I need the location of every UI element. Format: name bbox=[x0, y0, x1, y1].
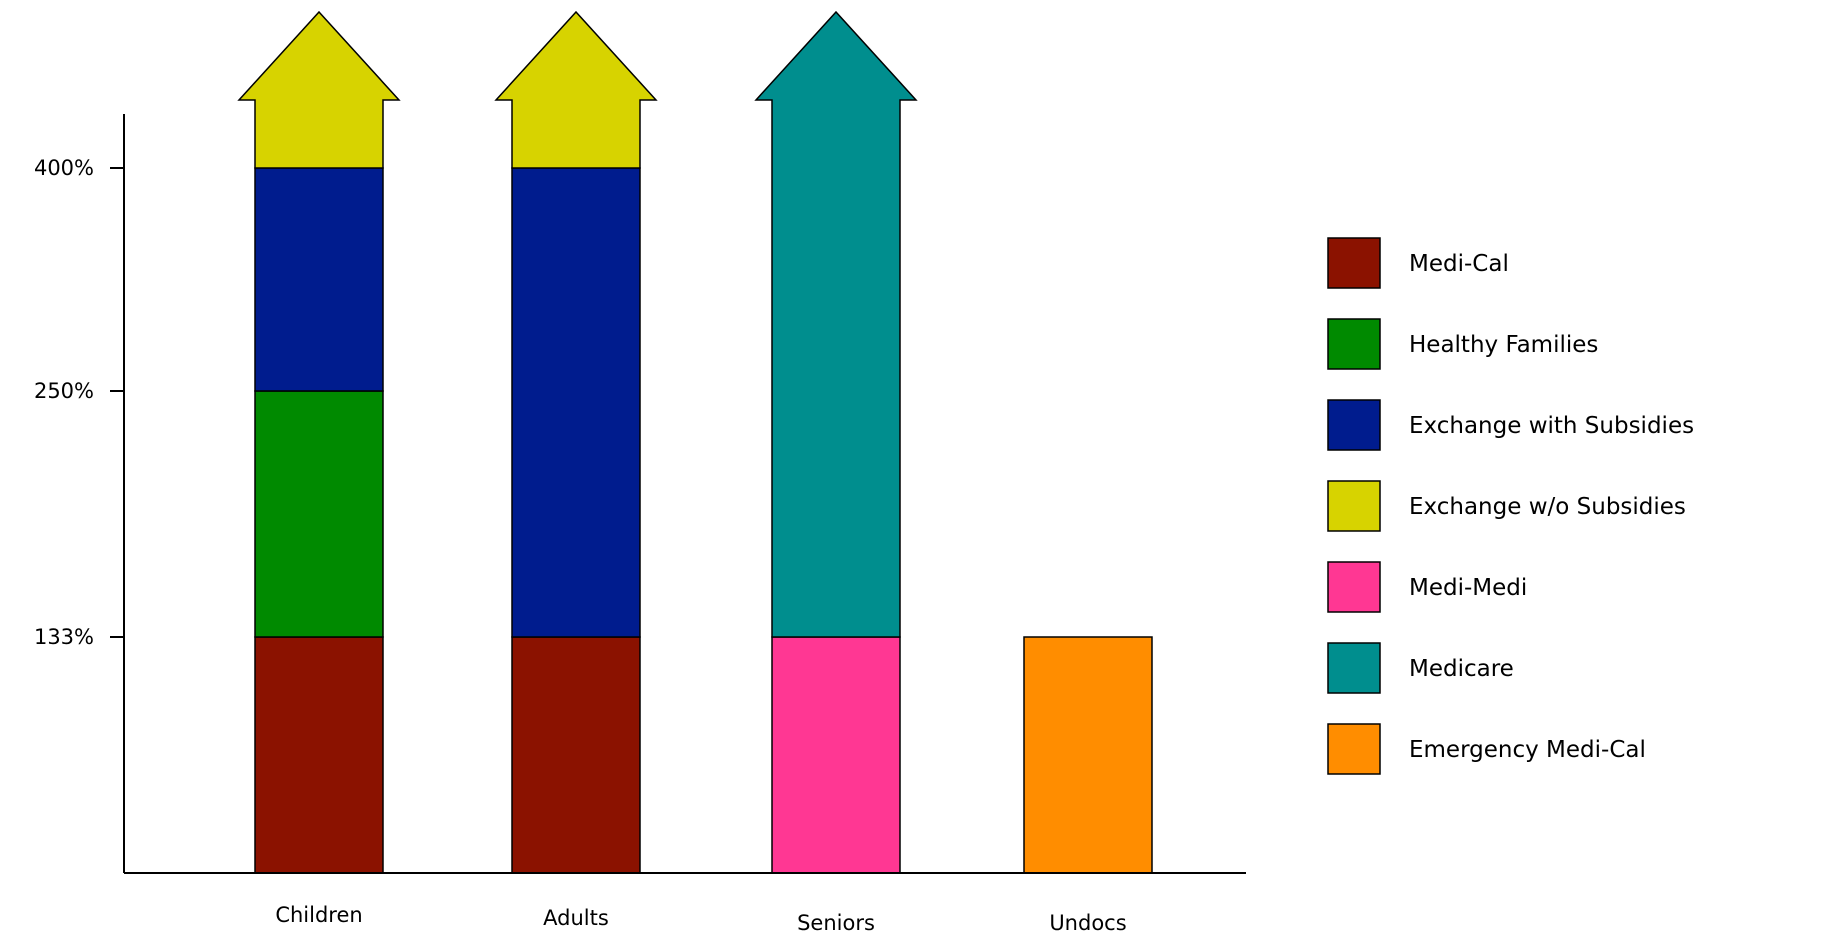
legend: Medi-Cal Healthy Families Exchange with Su… bbox=[1327, 237, 1694, 775]
y-ticks: 133% 250% 400% bbox=[34, 156, 124, 649]
bar-segment-children-exchange-with-subsidies bbox=[254, 167, 384, 392]
legend-swatch bbox=[1327, 561, 1381, 613]
bar-segment-children-healthy-families bbox=[254, 390, 384, 638]
y-tick-label: 250% bbox=[34, 379, 94, 403]
legend-swatch bbox=[1327, 237, 1381, 289]
legend-label: Healthy Families bbox=[1409, 332, 1598, 358]
legend-swatch bbox=[1327, 642, 1381, 694]
legend-swatch bbox=[1327, 480, 1381, 532]
legend-item-medicare: Medicare bbox=[1327, 642, 1514, 694]
legend-label: Exchange with Subsidies bbox=[1409, 413, 1694, 439]
legend-item-exchange-with-subsidies: Exchange with Subsidies bbox=[1327, 399, 1694, 451]
bar-segment-adults-medi-cal bbox=[511, 636, 641, 874]
legend-item-healthy-families: Healthy Families bbox=[1327, 318, 1598, 370]
x-label-undocs: Undocs bbox=[1049, 911, 1126, 935]
legend-label: Medi-Medi bbox=[1409, 575, 1527, 601]
x-category-labels: Children Adults Seniors Undocs bbox=[275, 903, 1126, 935]
bar-seniors bbox=[754, 10, 918, 874]
axes bbox=[123, 114, 1246, 874]
bar-segment-children-exchange-w-o-subsidies bbox=[237, 10, 401, 169]
bar-segment-adults-exchange-with-subsidies bbox=[511, 167, 641, 638]
legend-item-exchange-w-o-subsidies: Exchange w/o Subsidies bbox=[1327, 480, 1686, 532]
bar-segment-children-medi-cal bbox=[254, 636, 384, 874]
bar-adults bbox=[494, 10, 658, 874]
legend-label: Medi-Cal bbox=[1409, 251, 1509, 277]
legend-swatch bbox=[1327, 723, 1381, 775]
plot-area bbox=[237, 10, 1153, 874]
legend-label: Exchange w/o Subsidies bbox=[1409, 494, 1686, 520]
x-label-seniors: Seniors bbox=[797, 911, 875, 935]
x-label-adults: Adults bbox=[543, 906, 609, 930]
legend-label: Medicare bbox=[1409, 656, 1514, 682]
y-tick-label: 133% bbox=[34, 625, 94, 649]
bar-segment-undocs-emergency-medi-cal bbox=[1023, 636, 1153, 874]
bar-segment-adults-exchange-w-o-subsidies bbox=[494, 10, 658, 169]
legend-item-medi-medi: Medi-Medi bbox=[1327, 561, 1527, 613]
legend-item-medi-cal: Medi-Cal bbox=[1327, 237, 1509, 289]
legend-label: Emergency Medi-Cal bbox=[1409, 737, 1646, 763]
bar-children bbox=[237, 10, 401, 874]
bar-segment-seniors-medicare bbox=[754, 10, 918, 638]
legend-item-emergency-medi-cal: Emergency Medi-Cal bbox=[1327, 723, 1646, 775]
legend-swatch bbox=[1327, 399, 1381, 451]
legend-swatch bbox=[1327, 318, 1381, 370]
bar-segment-seniors-medi-medi bbox=[771, 636, 901, 874]
y-tick-label: 400% bbox=[34, 156, 94, 180]
x-label-children: Children bbox=[275, 903, 362, 927]
bar-undocs bbox=[1023, 636, 1153, 874]
